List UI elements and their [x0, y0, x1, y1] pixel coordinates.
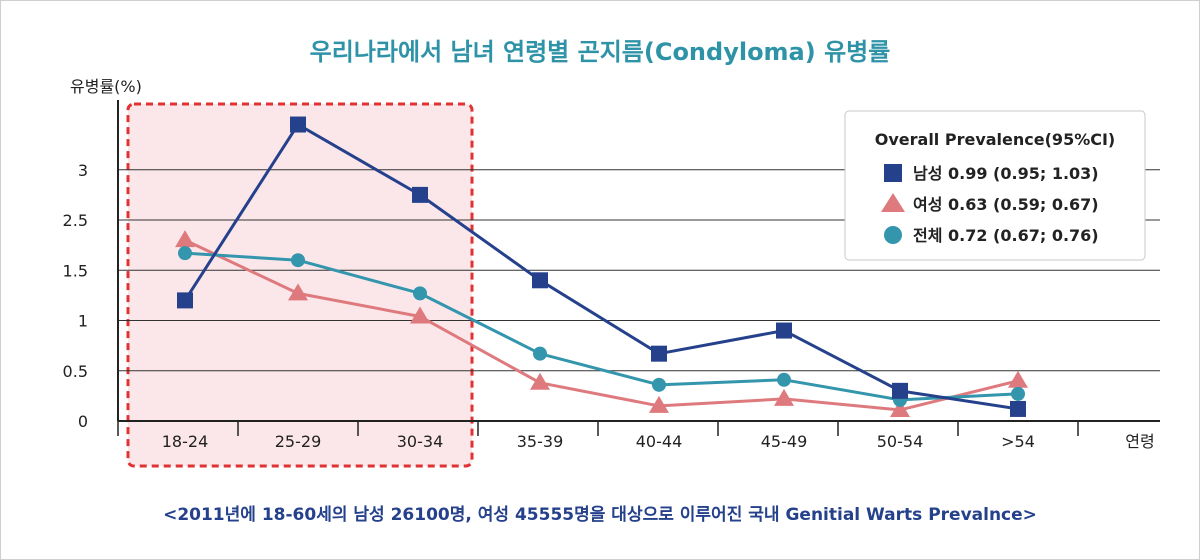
- data-point-triangle: [530, 372, 550, 390]
- data-point-circle: [533, 346, 547, 361]
- highlight-region: [126, 102, 474, 468]
- data-point-square: [177, 292, 193, 309]
- data-point-triangle: [890, 399, 910, 417]
- y-tick-label: 0.5: [63, 362, 88, 381]
- data-point-square: [532, 272, 548, 289]
- data-point-triangle: [288, 283, 308, 301]
- x-tick-label: >54: [1001, 432, 1035, 451]
- legend-box: [844, 110, 1146, 261]
- legend-marker-circle: [884, 226, 902, 244]
- x-tick-label: 18-24: [162, 432, 209, 451]
- x-tick-label: 30-34: [397, 432, 444, 451]
- y-axis-label: 유병률(%): [70, 77, 142, 96]
- data-point-square: [1010, 400, 1026, 417]
- x-tick-label: 45-49: [761, 432, 808, 451]
- data-point-circle: [291, 253, 305, 268]
- series-line-circle: [184, 251, 1019, 402]
- x-tick-label: 40-44: [636, 432, 683, 451]
- data-point-square: [651, 345, 667, 362]
- legend-label: 여성 0.63 (0.59; 0.67): [913, 195, 1099, 214]
- y-tick-label: 0: [78, 412, 88, 431]
- data-point-circle: [413, 286, 427, 301]
- legend-marker-triangle: [881, 193, 905, 212]
- data-point-circle: [178, 246, 192, 261]
- legend-label: 전체 0.72 (0.67; 0.76): [913, 226, 1099, 245]
- data-point-triangle: [175, 230, 195, 248]
- footnote: <2011년에 18-60세의 남성 26100명, 여성 45555명을 대상…: [163, 505, 1037, 525]
- y-tick-label: 1.5: [63, 261, 88, 280]
- x-tick-label: 50-54: [877, 432, 924, 451]
- data-point-square: [892, 382, 908, 399]
- data-point-triangle: [649, 395, 669, 413]
- data-point-square: [776, 322, 792, 339]
- chart-title: 우리나라에서 남녀 연령별 곤지름(Condyloma) 유병률: [310, 38, 891, 66]
- data-point-square: [412, 186, 428, 203]
- y-tick-label: 1: [78, 312, 88, 331]
- series-line-triangle: [184, 238, 1019, 412]
- data-point-triangle: [1008, 370, 1028, 388]
- legend-title: Overall Prevalence(95%CI): [875, 130, 1115, 149]
- legend-marker-square: [884, 164, 902, 182]
- data-point-triangle: [410, 306, 430, 324]
- data-point-triangle: [774, 388, 794, 406]
- y-tick-label: 3: [78, 161, 88, 180]
- data-point-circle: [652, 377, 666, 392]
- legend-label: 남성 0.99 (0.95; 1.03): [913, 164, 1099, 183]
- data-point-circle: [777, 372, 791, 387]
- data-point-square: [290, 116, 306, 133]
- x-axis-label: 연령: [1125, 432, 1154, 451]
- y-tick-label: 2.5: [63, 211, 88, 230]
- x-tick-label: 25-29: [275, 432, 322, 451]
- series-line-square: [183, 123, 1019, 411]
- data-point-circle: [1011, 386, 1025, 401]
- x-tick-label: 35-39: [517, 432, 564, 451]
